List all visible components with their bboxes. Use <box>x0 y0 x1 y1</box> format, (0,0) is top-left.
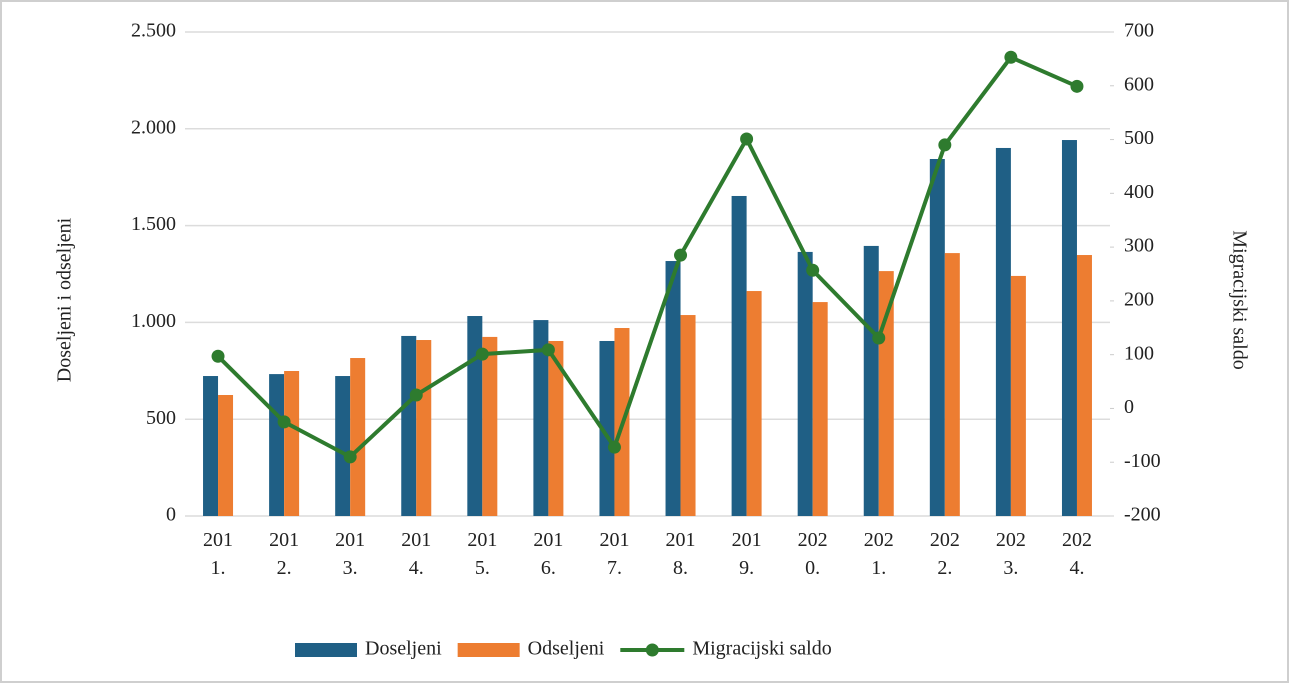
bar <box>995 147 1011 516</box>
x-tick-label-box: 2021. <box>863 529 894 579</box>
legend-swatch <box>645 643 659 657</box>
y2-tick-label: 100 <box>1124 342 1154 364</box>
x-tick-label-box: 2022. <box>929 529 960 579</box>
line-marker <box>674 248 688 262</box>
line-marker <box>806 263 820 277</box>
x-tick-label: 2016. <box>533 529 564 579</box>
bar <box>929 159 945 517</box>
y2-tick-label: 300 <box>1124 235 1154 257</box>
bar <box>731 195 747 517</box>
x-tick-label: 2021. <box>863 529 894 579</box>
y-tick-label: 1.000 <box>131 310 176 332</box>
bar <box>269 374 285 516</box>
bar <box>335 376 351 516</box>
x-tick-label-box: 2018. <box>665 529 696 579</box>
line-marker <box>938 138 952 152</box>
y2-tick-label: 500 <box>1124 127 1154 149</box>
line-marker <box>607 440 621 454</box>
bar <box>1076 255 1092 516</box>
legend-label: Doseljeni <box>365 638 442 660</box>
y-tick-label: 2.000 <box>131 116 176 138</box>
x-tick-label: 2013. <box>335 529 366 579</box>
x-tick-label: 2015. <box>467 529 498 579</box>
x-tick-label-box: 2017. <box>599 529 630 579</box>
bar <box>467 316 483 516</box>
bar <box>284 370 300 516</box>
y2-tick-label: 700 <box>1124 20 1154 42</box>
legend-swatch <box>457 643 520 657</box>
y2-tick-label: 600 <box>1124 73 1154 95</box>
bar <box>863 245 879 517</box>
line-marker <box>409 388 423 402</box>
line-marker <box>211 349 225 363</box>
bar <box>680 315 696 516</box>
y2-tick-label: 0 <box>1124 396 1134 418</box>
bar <box>416 340 432 516</box>
legend-swatch <box>295 643 357 657</box>
y-tick-label: 500 <box>146 407 176 429</box>
bar <box>665 261 681 516</box>
x-tick-label-box: 2020. <box>797 529 828 579</box>
line-marker <box>740 132 754 146</box>
x-tick-label: 2019. <box>731 529 762 579</box>
y2-tick-label: 200 <box>1124 288 1154 310</box>
y2-axis-title: Migracijski saldo <box>1228 230 1250 369</box>
x-tick-label-box: 2023. <box>995 529 1026 579</box>
bar <box>548 340 564 516</box>
x-tick-label-box: 2012. <box>269 529 300 579</box>
bar <box>350 358 366 516</box>
x-tick-label: 2023. <box>995 529 1026 579</box>
bar <box>218 395 234 516</box>
bar <box>878 271 894 516</box>
bar <box>203 376 219 516</box>
x-tick-label: 2024. <box>1061 529 1092 579</box>
x-tick-label-box: 2015. <box>467 529 498 579</box>
bar <box>533 320 549 516</box>
y2-tick-label: -200 <box>1124 504 1161 526</box>
x-tick-label: 2012. <box>269 529 300 579</box>
x-tick-label-box: 2019. <box>731 529 762 579</box>
x-tick-label: 2018. <box>665 529 696 579</box>
bar <box>944 253 960 517</box>
bar <box>1010 275 1026 516</box>
y-tick-label: 0 <box>166 504 176 526</box>
x-tick-label-box: 2024. <box>1061 529 1092 579</box>
legend-label: Odseljeni <box>528 638 605 660</box>
x-tick-label-box: 2016. <box>533 529 564 579</box>
x-tick-label: 2011. <box>203 529 234 579</box>
legend-label: Migracijski saldo <box>692 638 831 660</box>
bar <box>1061 140 1077 516</box>
bar <box>797 251 813 516</box>
line <box>216 54 1078 460</box>
bar <box>812 302 828 516</box>
y-axis-title: Doseljeni i odseljeni <box>54 217 76 382</box>
x-tick-label-box: 2013. <box>335 529 366 579</box>
x-tick-label: 2017. <box>599 529 630 579</box>
y-tick-label: 2.500 <box>131 20 176 42</box>
line-marker <box>541 343 555 357</box>
line-marker <box>343 450 357 464</box>
bar <box>599 340 615 516</box>
y-tick-label: 1.500 <box>131 213 176 235</box>
bar <box>401 335 417 516</box>
x-tick-label-box: 2014. <box>401 529 432 579</box>
line-marker <box>277 415 291 429</box>
bar <box>746 291 762 516</box>
line-marker <box>1070 79 1084 93</box>
bar <box>482 336 498 516</box>
y2-tick-label: 400 <box>1124 181 1154 203</box>
line-marker <box>872 331 886 345</box>
y2-tick-label: -100 <box>1124 450 1161 472</box>
x-tick-label-box: 2011. <box>203 529 234 579</box>
x-tick-label: 2020. <box>797 529 828 579</box>
x-tick-label: 2014. <box>401 529 432 579</box>
line-marker <box>475 347 489 361</box>
x-tick-label: 2022. <box>929 529 960 579</box>
line-marker <box>1004 50 1018 64</box>
